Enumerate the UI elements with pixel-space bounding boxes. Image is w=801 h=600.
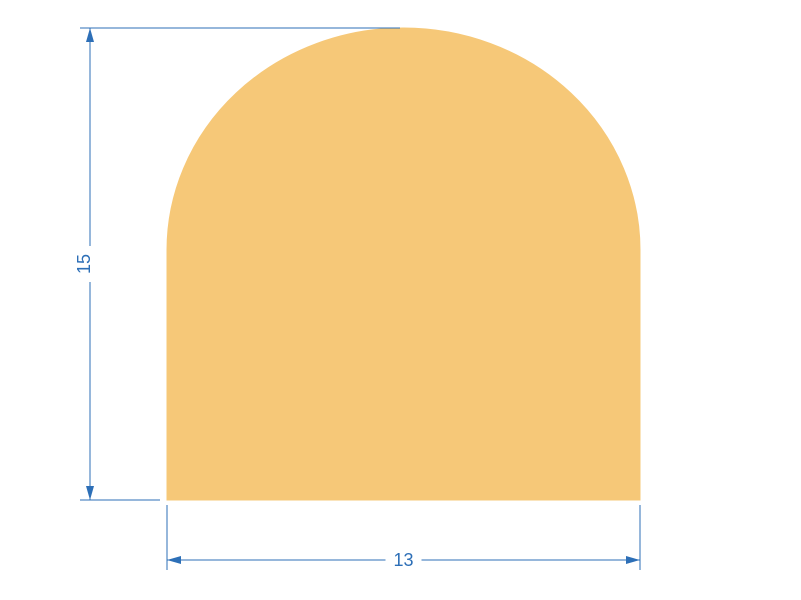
width-dimension-label: 13	[393, 550, 413, 570]
arrowhead	[167, 556, 181, 564]
height-dimension-label: 15	[74, 254, 94, 274]
arrowhead	[86, 486, 94, 500]
arrowhead	[86, 28, 94, 42]
arrowhead	[626, 556, 640, 564]
profile-shape	[167, 28, 640, 500]
